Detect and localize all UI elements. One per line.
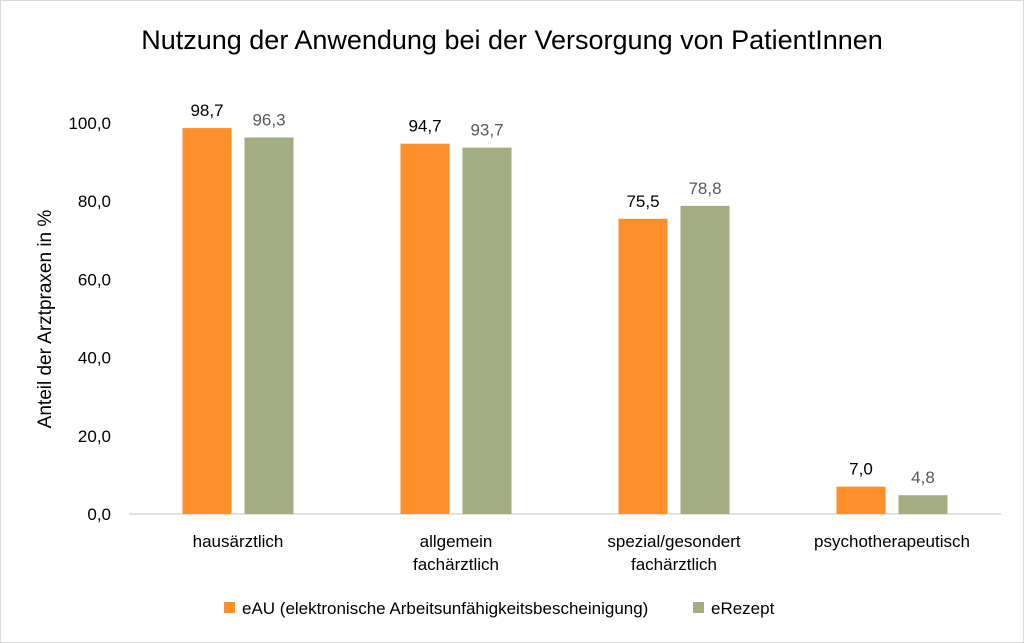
data-label: 78,8 <box>688 179 721 198</box>
y-axis-label: Anteil der Arztpraxen in % <box>35 210 56 429</box>
data-label: 7,0 <box>849 460 873 479</box>
data-label: 75,5 <box>626 192 659 211</box>
bar-erezept <box>898 495 948 514</box>
data-label: 96,3 <box>252 110 285 129</box>
x-tick-label: spezial/gesondert <box>607 532 741 551</box>
bar-eau <box>836 486 886 514</box>
legend-label: eRezept <box>711 599 775 618</box>
x-tick-label: allgemein <box>420 532 493 551</box>
x-tick-label: fachärztlich <box>631 555 717 574</box>
data-label: 98,7 <box>190 101 223 120</box>
bar-eau <box>182 128 232 514</box>
y-tick-label: 20,0 <box>78 427 111 446</box>
bar-erezept <box>244 137 294 515</box>
legend-swatch <box>224 602 235 613</box>
y-tick-label: 60,0 <box>78 270 111 289</box>
y-tick-label: 80,0 <box>78 192 111 211</box>
y-tick-label: 100,0 <box>68 114 111 133</box>
y-tick-label: 40,0 <box>78 349 111 368</box>
data-label: 4,8 <box>911 468 935 487</box>
chart-title: Nutzung der Anwendung bei der Versorgung… <box>141 25 883 55</box>
data-label: 94,7 <box>408 117 441 136</box>
bar-eau <box>618 218 668 515</box>
legend-swatch <box>693 602 704 613</box>
x-tick-label: fachärztlich <box>413 555 499 574</box>
data-label: 93,7 <box>470 121 503 140</box>
y-tick-label: 0,0 <box>87 505 111 524</box>
bar-erezept <box>462 147 512 514</box>
bar-eau <box>400 143 450 514</box>
legend-label: eAU (elektronische Arbeitsunfähigkeitsbe… <box>242 599 648 618</box>
x-tick-label: hausärztlich <box>193 532 284 551</box>
bar-erezept <box>680 205 730 514</box>
x-tick-label: psychotherapeutisch <box>814 532 970 551</box>
